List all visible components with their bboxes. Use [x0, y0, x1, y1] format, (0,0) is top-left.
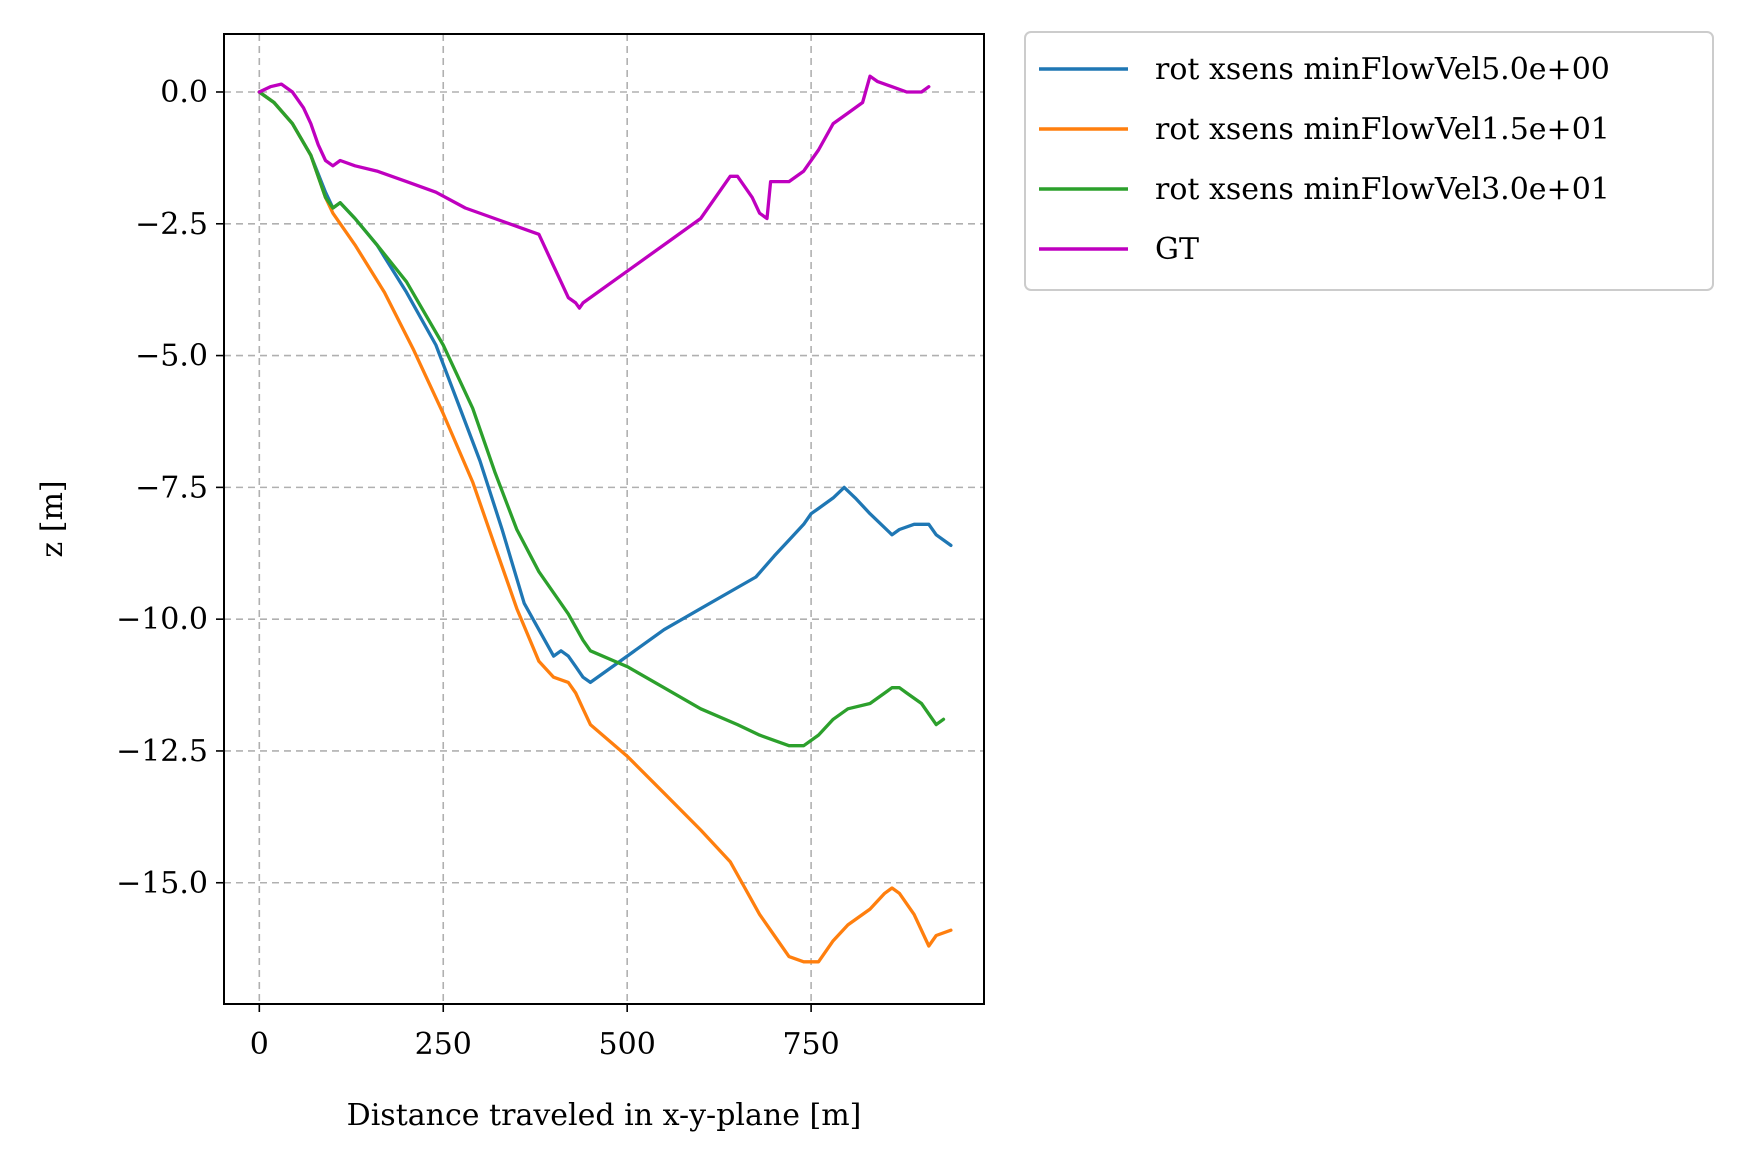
- legend-label: rot xsens minFlowVel3.0e+01: [1155, 172, 1610, 207]
- series-line-0: [257, 90, 953, 685]
- y-tick-label: −5.0: [135, 339, 208, 374]
- legend-label: GT: [1155, 232, 1199, 267]
- y-tick-label: −10.0: [116, 602, 208, 637]
- legend-label: rot xsens minFlowVel1.5e+01: [1155, 112, 1610, 147]
- grid: [224, 34, 984, 1004]
- y-tick-label: −15.0: [116, 866, 208, 901]
- y-tick-label: 0.0: [160, 75, 208, 110]
- legend: rot xsens minFlowVel5.0e+00 rot xsens min…: [1024, 31, 1714, 291]
- y-tick-label: −7.5: [135, 470, 208, 505]
- x-tick-label: 0: [250, 1027, 269, 1062]
- legend-box: [1024, 31, 1714, 291]
- series-line-1: [257, 90, 953, 964]
- legend-label: rot xsens minFlowVel5.0e+00: [1155, 52, 1610, 87]
- series-lines: [257, 74, 953, 964]
- x-axis-label: Distance traveled in x-y-plane [m]: [347, 1098, 862, 1133]
- plot-frame: [223, 33, 985, 1005]
- x-tick-label: 750: [782, 1027, 839, 1062]
- series-line-3: [257, 74, 931, 310]
- y-tick-label: −2.5: [135, 207, 208, 242]
- series-line-2: [257, 90, 946, 748]
- x-tick-label: 250: [415, 1027, 472, 1062]
- y-tick-label: −12.5: [116, 734, 208, 769]
- y-axis-label: z [m]: [35, 480, 70, 557]
- axis-ticks: 0 250 500 750 0.0 −2.5 −5.0 −7.5 −10.0 −12.5 −15.0: [116, 75, 840, 1062]
- x-tick-label: 500: [599, 1027, 656, 1062]
